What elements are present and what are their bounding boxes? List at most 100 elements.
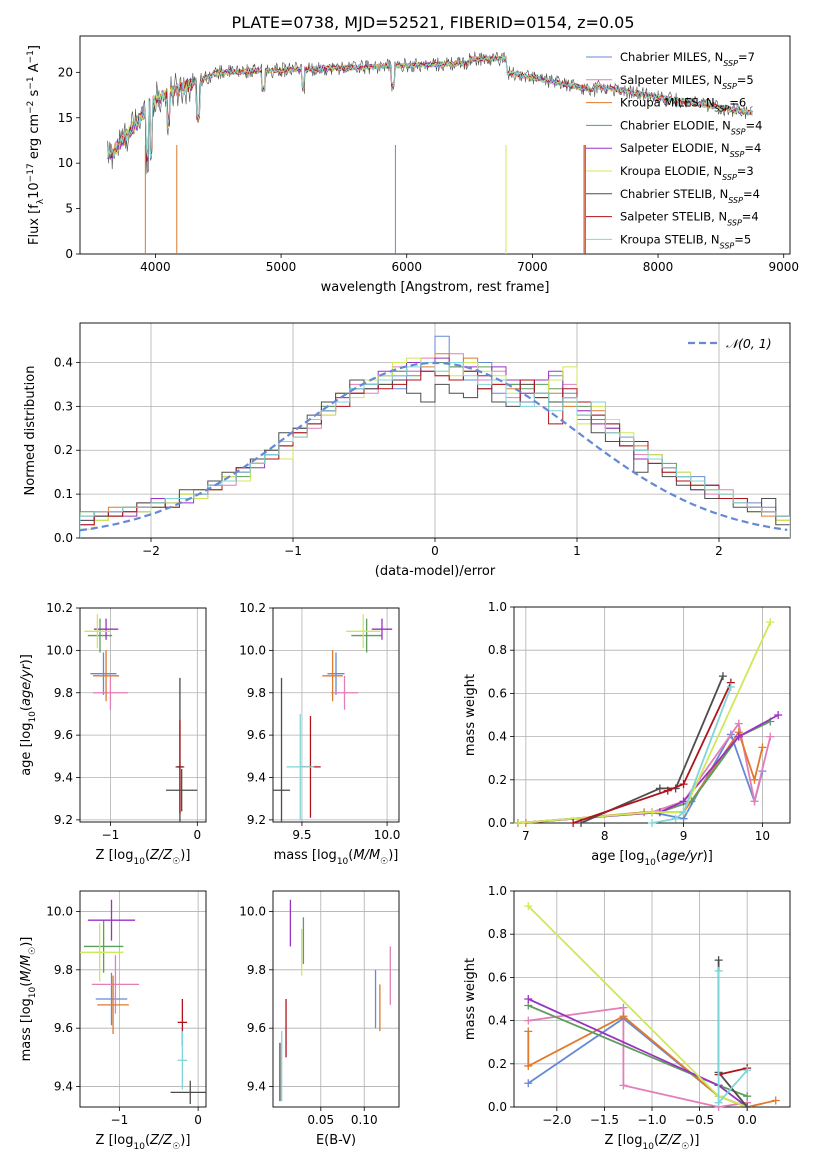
y-axis-label: mass weight [463,958,478,1040]
spectrum-lines [107,51,753,254]
legend-label: 𝒩(0, 1) [726,336,772,351]
y-tick-label: 0.8 [488,927,507,941]
y-tick-label: 15 [58,111,73,125]
y-tick-label: 9.2 [54,813,73,827]
x-tick-label: −1.5 [590,1113,619,1127]
axes-frame [79,322,791,539]
y-tick-label: 9.6 [247,1021,266,1035]
x-tick-label: 0.05 [307,1113,334,1127]
y-tick-label: 10 [58,156,73,170]
spectrum-panel: 4000 5000 6000 7000 8000 9000 0 5 10 15 20 Chabrier… [26,35,799,295]
x-axis-label: Z [log10(Z/Z☉)] [605,1133,700,1152]
axes-frame [272,607,400,823]
weight-marker [663,786,672,795]
axes-frame [513,890,791,1108]
x-tick-label: 9 [680,829,688,843]
y-tick-label: 9.6 [54,1021,73,1035]
x-axis-label: age [log10(age/yr)] [591,849,713,868]
weight-marker [743,1092,752,1101]
y-tick-label: 0.2 [488,773,507,787]
weight-series-line [651,686,732,824]
weight-marker [524,1061,533,1070]
x-axis-label: wavelength [Angstrom, rest frame] [321,280,550,295]
weight-lines [524,902,780,1111]
weight-marker [524,902,533,911]
weight-marker [758,743,767,752]
weight-marker [734,719,743,728]
x-tick-label: −0.5 [685,1113,714,1127]
x-tick-label: 7 [522,829,530,843]
axes-frame [79,607,207,823]
x-tick-label: 10 [755,829,770,843]
residuals-panel: −2 −1 0 1 2 0.0 0.1 0.2 0.3 0.4 𝒩(0, 1) (data-model… [23,322,791,579]
y-tick-label: 10.2 [46,601,73,615]
axes-frame [513,606,791,824]
weight-marker [648,808,656,817]
legend-label: Kroupa STELIB, NSSP=5 [620,232,751,250]
y-tick-label: 10.0 [46,904,73,918]
weight-series-line [517,621,772,824]
weight-marker [524,995,533,1003]
x-tick-label: 1 [573,544,581,558]
legend-label: Kroupa ELODIE, NSSP=3 [620,164,754,182]
x-tick-label: −2.0 [542,1113,571,1127]
weight-marker [743,1066,752,1075]
x-tick-label: 0 [194,1113,202,1127]
weight-marker [619,1012,628,1021]
y-tick-label: 1.0 [488,884,507,898]
weight-series-line [718,1067,748,1076]
axes-frame [79,890,207,1108]
y-tick-label: 9.4 [247,1080,266,1094]
x-axis-label: E(B-V) [316,1133,356,1148]
y-tick-label: 5 [65,202,73,216]
y-tick-label: 0.4 [54,355,73,369]
x-tick-label: −1 [111,1113,129,1127]
gaussian-curve [80,361,788,532]
y-tick-label: 0.6 [488,970,507,984]
weight-marker [671,814,680,823]
spectrum-series-line [107,51,753,175]
weight-marker [774,711,783,719]
y-axis-label: age [log10(age/yr)] [19,654,38,776]
y-axis-label: mass [log10(M/M☉)] [19,937,38,1062]
y-tick-label: 0.3 [54,399,73,413]
x-tick-label: 7000 [517,260,548,274]
weight-series-line [527,905,748,1108]
y-tick-label: 0.2 [488,1057,507,1071]
weight-vs-Z-panel: −2.0 −1.5 −1.0 −0.5 0.0 0.0 0.2 0.4 0.6 0.8 1.0 Z [… [463,884,791,1152]
y-tick-label: 9.8 [54,963,73,977]
weight-marker [679,808,688,817]
legend-label: Salpeter STELIB, NSSP=4 [620,210,759,228]
y-tick-label: 10.2 [239,601,266,615]
y-tick-label: 20 [58,65,73,79]
x-tick-label: 2 [715,544,723,558]
legend-label: Salpeter MILES, NSSP=5 [620,73,754,91]
y-axis-label: mass weight [463,674,478,756]
weight-marker [743,1103,752,1111]
weight-series-line [517,732,764,824]
axes-frame [272,890,400,1108]
errorbars [84,614,198,822]
weight-marker [679,797,688,806]
weight-vs-age-panel: 7 8 9 10 0.0 0.2 0.4 0.6 0.8 1.0 age [log10(age/yr… [463,600,791,868]
x-axis-label: mass [log10(M/M☉)] [274,848,399,867]
y-axis-label: Flux [fλ10−17 erg cm−2 s−1 A−1] [26,45,46,245]
y-tick-label: 0.4 [488,730,507,744]
weight-marker [750,775,759,784]
weight-marker [513,819,522,827]
x-tick-label: 8 [601,829,609,843]
weight-marker [619,1003,628,1012]
figure-title: PLATE=0738, MJD=52521, FIBERID=0154, z=0… [231,13,634,32]
x-tick-label: 9000 [768,260,799,274]
x-axis-label: Z [log10(Z/Z☉)] [96,1133,191,1152]
x-tick-label: 8000 [643,260,674,274]
spectrum-series-line [107,55,753,163]
mass-vs-ebv-panel: 0.05 0.10 9.4 9.6 9.8 10.0 E(B-V) [239,890,400,1148]
axes-frame [79,35,791,255]
y-tick-label: 9.6 [247,728,266,742]
x-tick-label: −2 [142,544,160,558]
weight-series-line [580,675,724,824]
age-vs-mass-panel: 9.5 10.0 9.2 9.4 9.6 9.8 10.0 10.2 mass [log10(M… [239,601,400,867]
y-tick-label: 10.0 [46,643,73,657]
